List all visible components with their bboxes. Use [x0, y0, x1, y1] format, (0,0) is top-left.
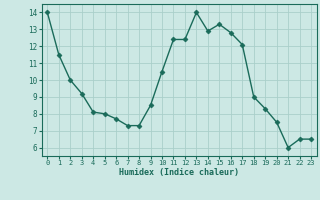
X-axis label: Humidex (Indice chaleur): Humidex (Indice chaleur): [119, 168, 239, 177]
